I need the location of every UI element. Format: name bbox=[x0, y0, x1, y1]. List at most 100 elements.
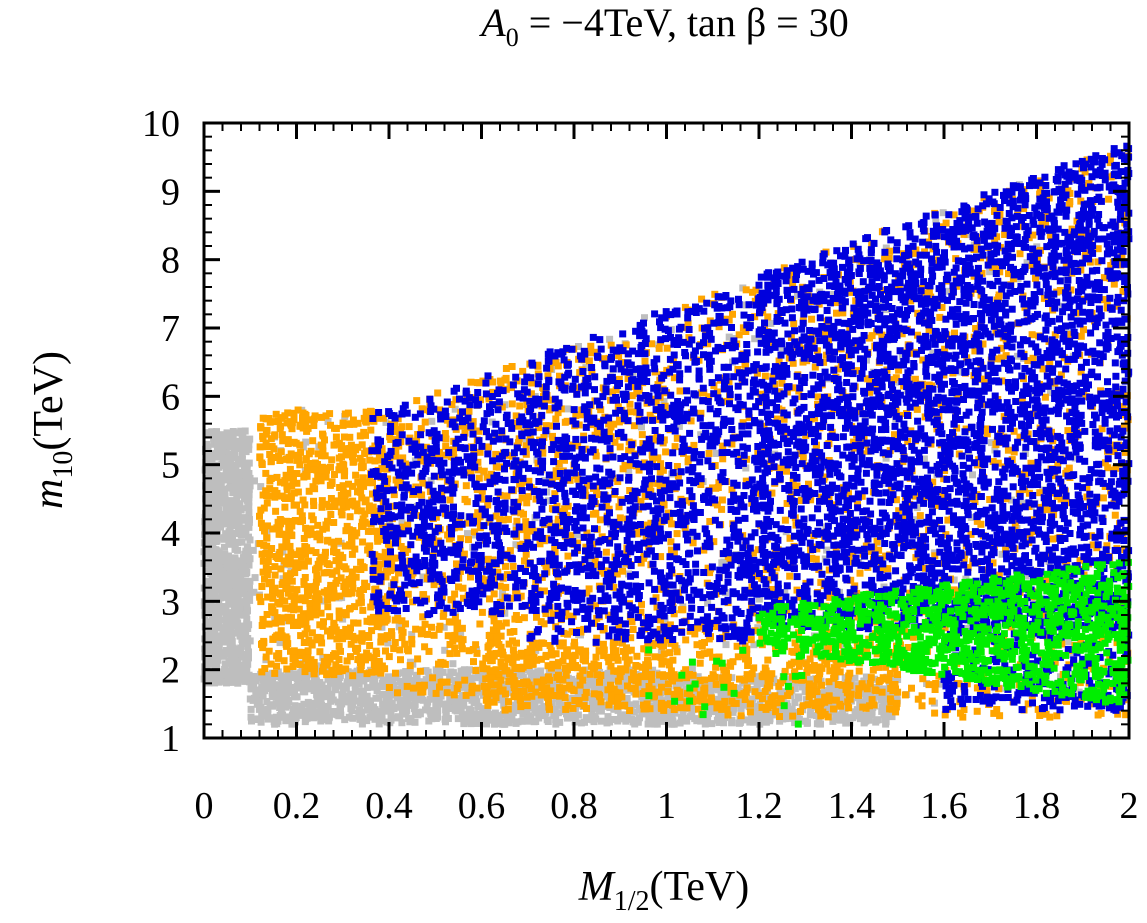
point-gray bbox=[1065, 638, 1073, 646]
point-gray bbox=[210, 473, 218, 480]
point-gray bbox=[459, 714, 467, 722]
point-gray bbox=[373, 682, 381, 690]
point-orange bbox=[551, 490, 559, 498]
point-gray bbox=[326, 678, 334, 686]
point-gray bbox=[411, 718, 419, 726]
point-gray bbox=[209, 660, 216, 668]
point-gray bbox=[206, 467, 214, 475]
point-orange bbox=[290, 647, 298, 655]
point-orange bbox=[475, 474, 483, 482]
point-gray bbox=[707, 689, 715, 697]
point-orange bbox=[375, 568, 383, 575]
point-orange bbox=[283, 580, 291, 588]
point-gray bbox=[230, 509, 238, 517]
point-orange bbox=[299, 594, 307, 602]
point-gray bbox=[242, 630, 250, 638]
point-gray bbox=[589, 716, 597, 724]
point-orange bbox=[341, 467, 349, 475]
point-gray bbox=[480, 718, 488, 726]
point-gray bbox=[316, 694, 324, 702]
point-orange bbox=[324, 627, 331, 635]
point-gray bbox=[969, 471, 976, 479]
point-orange bbox=[368, 618, 376, 626]
point-gray bbox=[227, 585, 235, 593]
point-gray bbox=[400, 687, 408, 694]
point-orange bbox=[519, 367, 527, 375]
point-orange bbox=[409, 569, 417, 577]
point-orange bbox=[554, 519, 562, 527]
point-orange bbox=[263, 426, 271, 434]
point-gray bbox=[535, 709, 543, 717]
point-orange bbox=[612, 386, 620, 394]
point-gray bbox=[465, 676, 473, 684]
point-gray bbox=[245, 523, 253, 531]
point-orange bbox=[362, 418, 370, 426]
point-orange bbox=[543, 534, 550, 542]
point-gray bbox=[623, 696, 631, 704]
point-gray bbox=[355, 712, 363, 720]
point-gray bbox=[385, 701, 393, 709]
point-orange bbox=[378, 553, 386, 561]
point-orange bbox=[1036, 185, 1044, 193]
point-orange bbox=[277, 627, 285, 635]
point-orange bbox=[628, 461, 636, 469]
point-orange bbox=[610, 420, 618, 428]
point-orange bbox=[296, 620, 304, 628]
point-orange bbox=[293, 470, 301, 477]
point-orange bbox=[384, 634, 392, 641]
point-orange bbox=[421, 620, 429, 628]
point-gray bbox=[202, 577, 210, 585]
point-orange bbox=[388, 628, 395, 636]
point-gray bbox=[234, 593, 242, 600]
point-orange bbox=[418, 405, 426, 413]
point-gray bbox=[667, 718, 675, 726]
point-orange bbox=[419, 613, 427, 621]
point-gray bbox=[552, 720, 560, 728]
point-orange bbox=[519, 524, 527, 531]
point-gray bbox=[250, 588, 258, 596]
point-gray bbox=[484, 707, 492, 715]
point-gray bbox=[299, 443, 307, 451]
point-gray bbox=[537, 667, 545, 675]
point-orange bbox=[324, 517, 331, 525]
point-gray bbox=[225, 596, 233, 604]
point-orange bbox=[337, 491, 345, 499]
point-gray bbox=[208, 486, 216, 494]
point-orange bbox=[290, 601, 298, 608]
point-orange bbox=[564, 612, 572, 620]
point-orange bbox=[442, 576, 450, 584]
point-gray bbox=[229, 436, 237, 444]
point-orange bbox=[261, 575, 268, 583]
point-orange bbox=[647, 519, 655, 527]
point-gray bbox=[246, 584, 253, 592]
point-orange bbox=[522, 442, 530, 450]
point-orange bbox=[511, 615, 519, 623]
point-orange bbox=[289, 655, 297, 663]
point-orange bbox=[498, 403, 506, 411]
point-gray bbox=[950, 576, 958, 584]
point-orange bbox=[296, 507, 304, 515]
point-gray bbox=[242, 476, 250, 484]
point-orange bbox=[615, 621, 623, 629]
point-gray bbox=[379, 700, 387, 708]
point-gray bbox=[231, 557, 239, 565]
point-orange bbox=[294, 564, 302, 571]
point-orange bbox=[826, 593, 834, 601]
point-gray bbox=[504, 711, 512, 719]
point-orange bbox=[387, 436, 395, 443]
point-orange bbox=[508, 400, 516, 408]
point-orange bbox=[485, 443, 492, 451]
point-orange bbox=[544, 372, 552, 380]
point-orange bbox=[628, 392, 636, 400]
point-orange bbox=[414, 655, 422, 663]
point-orange bbox=[504, 515, 512, 523]
point-orange bbox=[317, 553, 325, 561]
point-orange bbox=[571, 638, 578, 646]
point-orange bbox=[646, 479, 654, 487]
point-orange bbox=[348, 589, 355, 597]
point-orange bbox=[564, 552, 572, 560]
point-orange bbox=[270, 418, 278, 426]
point-orange bbox=[606, 428, 613, 436]
point-orange bbox=[256, 593, 264, 601]
point-orange bbox=[271, 669, 279, 677]
